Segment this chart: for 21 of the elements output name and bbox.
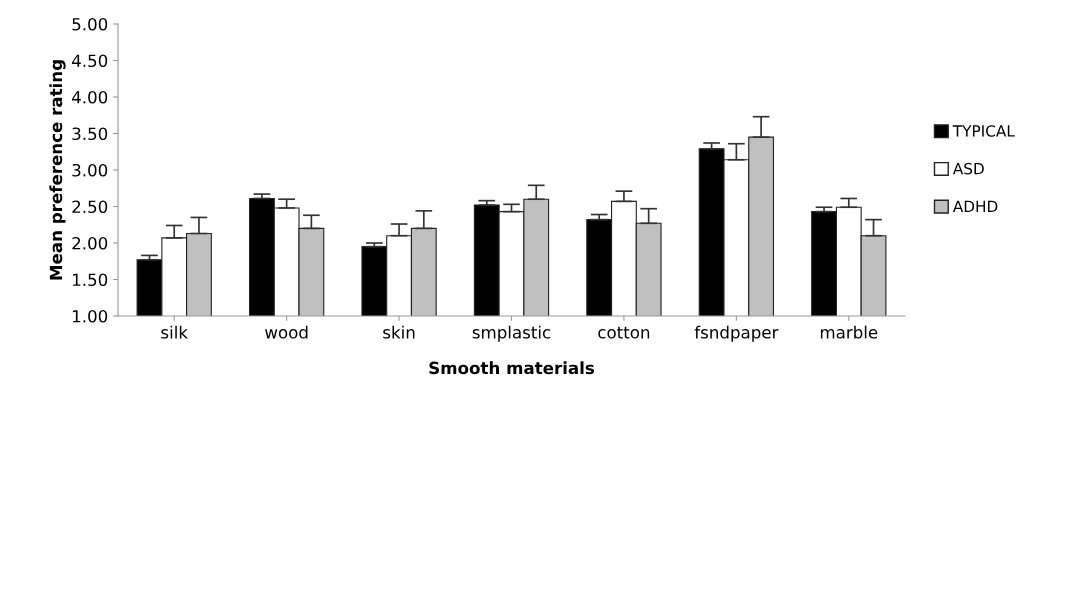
y-tick-label: 2.50 [72, 200, 108, 214]
x-tick-label: wood [265, 325, 308, 339]
y-tick-label: 3.00 [72, 163, 108, 177]
x-tick-label: fsndpaper [694, 325, 779, 342]
legend-label: ASD [952, 162, 984, 175]
x-axis-title: Smooth materials [429, 361, 595, 375]
y-tick-label: 2.00 [72, 236, 108, 250]
x-tick-label: smplastic [472, 325, 551, 342]
x-tick-label: cotton [598, 326, 650, 339]
y-tick-label: 5.00 [72, 17, 108, 31]
y-tick-label: 3.50 [72, 127, 108, 141]
x-tick-label: silk [161, 325, 188, 339]
y-tick-label: 4.00 [71, 90, 108, 104]
y-tick-label: 4.50 [71, 54, 108, 68]
x-tick-label: marble [820, 325, 878, 339]
y-tick-label: 1.50 [73, 273, 108, 287]
y-axis-title: Mean preference rating [49, 60, 66, 280]
x-tick-label: skin [383, 325, 415, 339]
y-tick-label: 1.00 [73, 309, 108, 323]
legend-label: ADHD [952, 200, 998, 212]
legend-label: TYPICAL [952, 125, 1015, 137]
